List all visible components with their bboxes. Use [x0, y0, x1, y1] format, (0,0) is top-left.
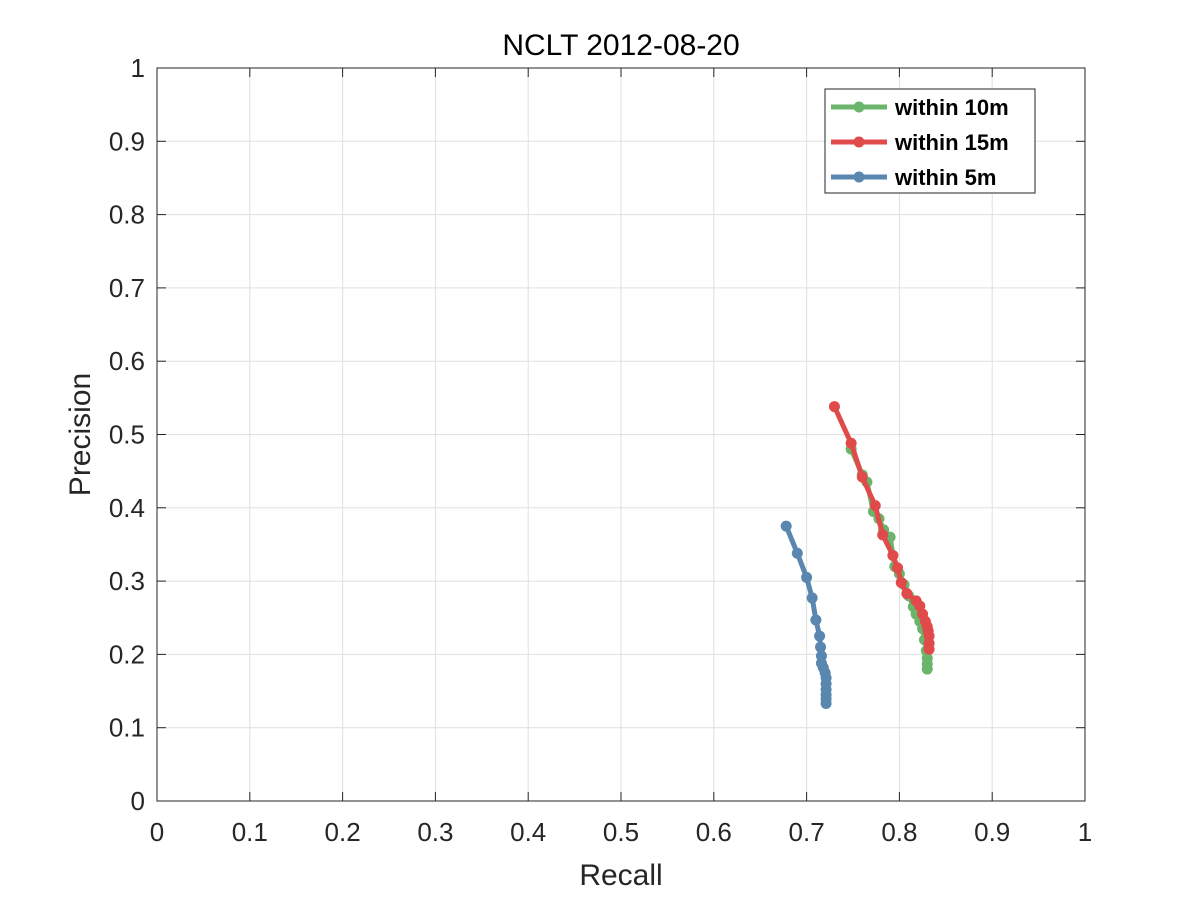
x-tick-label: 0.2 [325, 817, 361, 847]
series-2 [828, 401, 935, 655]
data-point [856, 471, 868, 483]
data-point [887, 549, 899, 561]
legend-entry: within 5m [831, 165, 996, 190]
y-tick-label: 0.5 [109, 420, 145, 450]
data-point [815, 641, 827, 653]
series-3 [780, 520, 832, 710]
y-tick-label: 0.4 [109, 493, 145, 523]
legend-entry: within 15m [831, 130, 1009, 155]
data-point [801, 571, 813, 583]
x-tick-label: 1 [1078, 817, 1092, 847]
data-point [820, 698, 832, 710]
data-point [806, 592, 818, 604]
data-point [869, 500, 881, 512]
legend-label: within 5m [894, 165, 996, 190]
y-tick-label: 0.2 [109, 639, 145, 669]
x-tick-label: 0.3 [417, 817, 453, 847]
y-tick-label: 0.1 [109, 713, 145, 743]
data-point [895, 577, 907, 589]
data-point [877, 529, 889, 541]
y-tick-label: 0.9 [109, 126, 145, 156]
y-tick-label: 0.7 [109, 273, 145, 303]
y-axis-title: Precision [64, 373, 97, 496]
x-tick-label: 0.7 [789, 817, 825, 847]
data-point [901, 588, 913, 600]
y-tick-label: 0.8 [109, 200, 145, 230]
chart-title: NCLT 2012-08-20 [502, 29, 739, 62]
data-point [923, 643, 935, 655]
x-tick-label: 0.8 [881, 817, 917, 847]
data-point [814, 630, 826, 642]
legend-entry: within 10m [831, 95, 1009, 120]
x-tick-label: 0 [150, 817, 164, 847]
legend-marker [853, 101, 865, 113]
data-point [892, 562, 904, 574]
y-tick-label: 0.6 [109, 346, 145, 376]
series-lines [780, 401, 935, 710]
x-tick-label: 0.6 [696, 817, 732, 847]
axis-ticks: 0 0.1 0.2 0.3 0.4 0.5 0.6 0.7 0.8 0.9 1 0 0.1 0.2 0.3 0… [109, 53, 1092, 847]
y-tick-label: 1 [131, 53, 145, 83]
x-tick-label: 0.5 [603, 817, 639, 847]
y-tick-label: 0 [131, 786, 145, 816]
legend: within 10m within 15m within 5m [824, 88, 1036, 194]
legend-label: within 15m [894, 130, 1009, 155]
x-tick-label: 0.1 [232, 817, 268, 847]
data-point [921, 663, 933, 675]
x-axis-title: Recall [579, 859, 662, 892]
data-point [828, 401, 840, 413]
data-point [791, 547, 803, 559]
legend-marker [853, 171, 865, 183]
legend-marker [853, 136, 865, 148]
data-point [845, 437, 857, 449]
x-tick-label: 0.9 [974, 817, 1010, 847]
x-tick-label: 0.4 [510, 817, 546, 847]
data-point [780, 520, 792, 532]
y-tick-label: 0.3 [109, 566, 145, 596]
data-point [810, 614, 822, 626]
legend-label: within 10m [894, 95, 1009, 120]
